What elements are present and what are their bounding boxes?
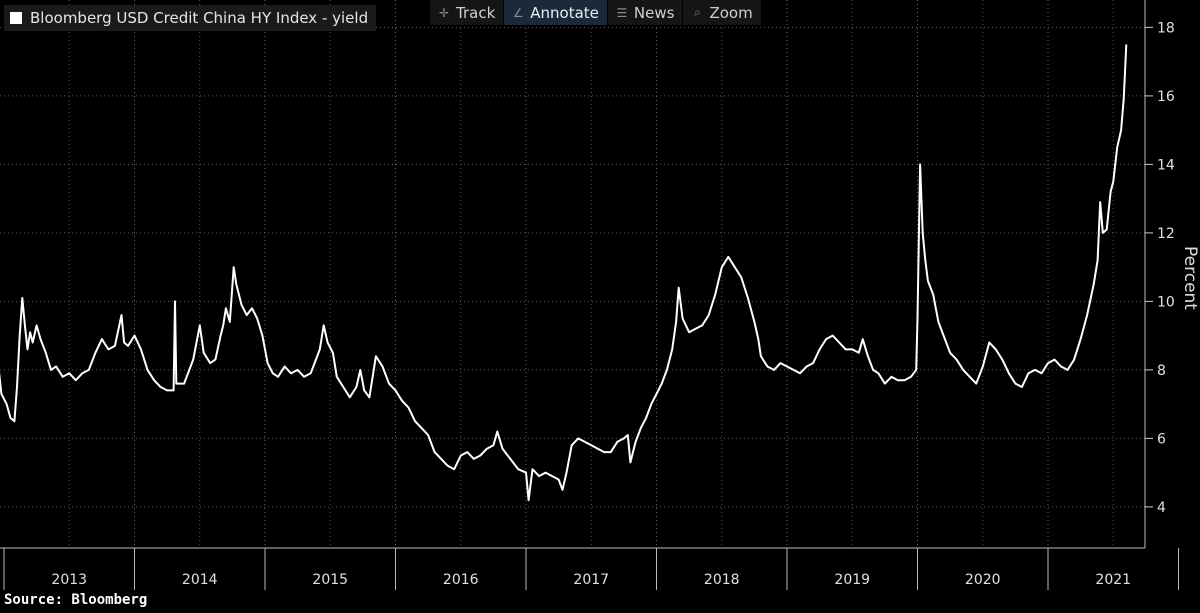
x-tick-label-2016: 2016 — [443, 572, 479, 588]
y-axis-title-text: Percent — [1180, 246, 1200, 310]
track-label: Track — [456, 3, 496, 22]
vertical-gridlines — [68, 0, 1114, 548]
crosshair-icon: ✛ — [438, 5, 450, 20]
y-tick-label-18: 18 — [1157, 20, 1175, 36]
x-tick-label-2017: 2017 — [573, 572, 609, 588]
news-icon: ☰ — [616, 5, 628, 20]
x-tick-label-2018: 2018 — [704, 572, 740, 588]
source-note: Source: Bloomberg — [4, 592, 148, 608]
y-axis-ticks: 4 6 8 10 12 14 16 18 — [1145, 20, 1175, 516]
legend[interactable]: Bloomberg USD Credit China HY Index - yi… — [4, 5, 377, 31]
magnifier-icon: ⌕ — [694, 5, 701, 19]
x-tick-label-2021: 2021 — [1095, 572, 1131, 588]
track-button[interactable]: ✛ Track — [430, 0, 505, 25]
legend-swatch — [10, 12, 22, 24]
y-tick-label-14: 14 — [1157, 157, 1175, 173]
y-tick-label-8: 8 — [1157, 363, 1166, 379]
annotate-button[interactable]: ∠ Annotate — [504, 0, 608, 25]
y-tick-label-10: 10 — [1157, 294, 1175, 310]
x-tick-label-2019: 2019 — [834, 572, 870, 588]
x-tick-label-2015: 2015 — [312, 572, 348, 588]
horizontal-gridlines — [0, 26, 1145, 508]
annotate-label: Annotate — [530, 3, 599, 22]
news-button[interactable]: ☰ News — [607, 0, 684, 25]
x-tick-label-2013: 2013 — [51, 572, 87, 588]
x-axis-year-labels: 2013 2014 2015 2016 2017 2018 2019 2020 2021 — [3, 548, 1179, 590]
zoom-label: Zoom — [709, 3, 753, 22]
y-tick-label-4: 4 — [1157, 500, 1166, 516]
y-tick-label-12: 12 — [1157, 226, 1175, 242]
series-line — [0, 44, 1128, 502]
pencil-icon: ∠ — [512, 5, 524, 20]
chart-toolbar: ✛ Track ∠ Annotate ☰ News ⌕ Zoom — [430, 0, 762, 26]
y-tick-label-6: 6 — [1157, 431, 1166, 447]
news-label: News — [633, 3, 675, 22]
zoom-button[interactable]: ⌕ Zoom — [683, 0, 762, 25]
legend-label: Bloomberg USD Credit China HY Index - yi… — [30, 9, 369, 27]
x-tick-label-2020: 2020 — [965, 572, 1001, 588]
x-tick-label-2014: 2014 — [182, 572, 218, 588]
y-tick-label-16: 16 — [1157, 89, 1175, 105]
